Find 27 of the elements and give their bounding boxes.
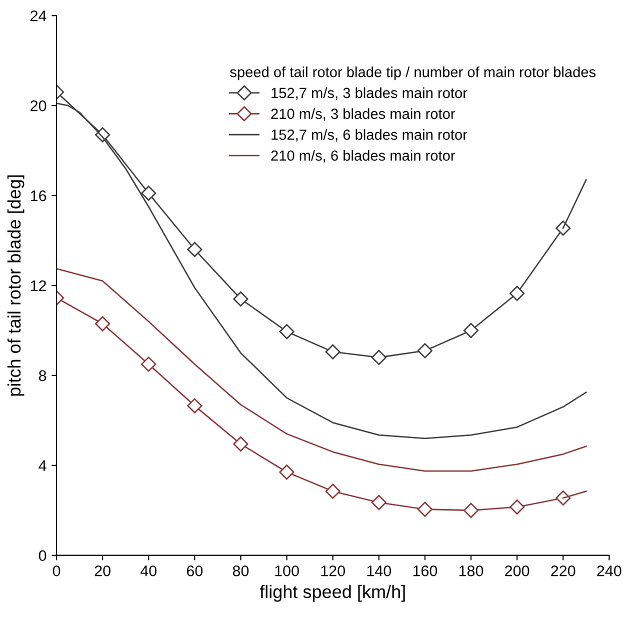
x-tick-label: 0: [52, 565, 60, 576]
legend-label: 152,7 m/s, 3 blades main rotor: [272, 87, 468, 100]
y-tick-label: 8: [38, 370, 46, 382]
y-tick-label: 4: [38, 460, 46, 471]
y-tick-label: 0: [38, 550, 46, 562]
x-tick-label: 220: [551, 565, 576, 576]
y-tick-label: 24: [30, 10, 46, 22]
y-tick-label: 16: [30, 190, 46, 202]
x-tick-label: 20: [94, 565, 110, 576]
x-tick-label: 240: [597, 565, 622, 576]
x-tick-label: 120: [321, 565, 345, 576]
legend-label: 152,7 m/s, 6 blades main rotor: [272, 129, 468, 142]
legend-label: 210 m/s, 3 blades main rotor: [271, 108, 456, 121]
x-tick-label: 80: [232, 565, 249, 576]
x-tick-label: 40: [140, 565, 157, 576]
legend-label: 210 m/s, 6 blades main rotor: [271, 150, 456, 162]
y-axis-title: pitch of tail rotor blade [deg]: [7, 175, 24, 396]
legend-title: speed of tail rotor blade tip / number of main rotor blades: [230, 66, 596, 80]
x-tick-label: 60: [186, 565, 203, 576]
x-tick-label: 160: [413, 565, 438, 576]
x-axis-title: flight speed [km/h]: [260, 584, 405, 602]
x-tick-label: 200: [505, 565, 530, 576]
y-tick-label: 12: [30, 280, 46, 292]
x-tick-label: 100: [275, 565, 299, 576]
x-tick-label: 140: [367, 565, 392, 576]
x-tick-label: 180: [459, 565, 484, 576]
y-tick-label: 20: [30, 100, 46, 112]
